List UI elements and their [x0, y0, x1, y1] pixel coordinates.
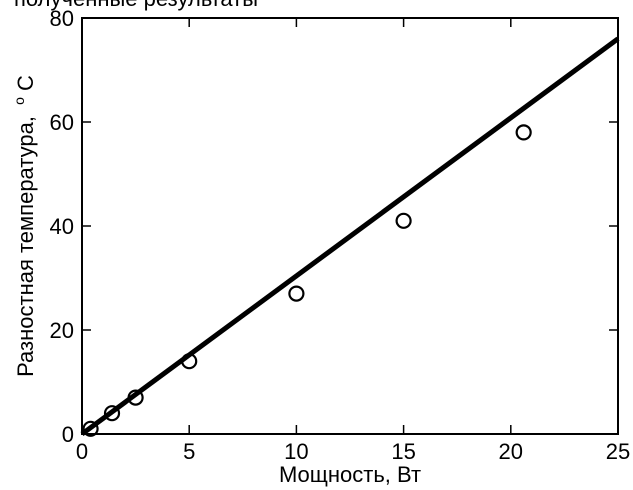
data-point [103, 405, 121, 422]
y-axis-label: Разностная температура, o C [4, 75, 38, 377]
y-axis-label-unit: C [13, 75, 38, 91]
data-points [82, 124, 532, 437]
y-tick-label: 0 [62, 422, 74, 447]
y-tick-label: 40 [50, 214, 74, 239]
tick-labels: 0 5 10 15 20 25 0 20 40 60 80 [50, 6, 631, 464]
x-tick-label: 5 [183, 439, 195, 464]
fit-line [80, 36, 620, 437]
y-tick-label: 20 [50, 318, 74, 343]
y-tick-label: 80 [50, 6, 74, 31]
data-point [515, 124, 532, 141]
plot-frame [81, 17, 619, 435]
header-fragment: полученные результаты [14, 0, 258, 11]
x-tick-label: 0 [76, 439, 88, 464]
y-tick-label: 60 [50, 110, 74, 135]
data-point [395, 212, 412, 229]
data-point [288, 285, 305, 302]
data-point [181, 353, 198, 370]
x-tick-label: 25 [606, 439, 630, 464]
data-point [82, 420, 99, 437]
data-point [127, 389, 144, 406]
x-tick-label: 10 [284, 439, 308, 464]
y-axis-label-text: Разностная температура, [13, 116, 38, 377]
x-tick-label: 20 [499, 439, 523, 464]
y-axis-label-degree: o [11, 97, 27, 105]
ticks [81, 17, 619, 435]
x-axis-label: Мощность, Вт [279, 462, 421, 487]
x-tick-label: 15 [391, 439, 415, 464]
